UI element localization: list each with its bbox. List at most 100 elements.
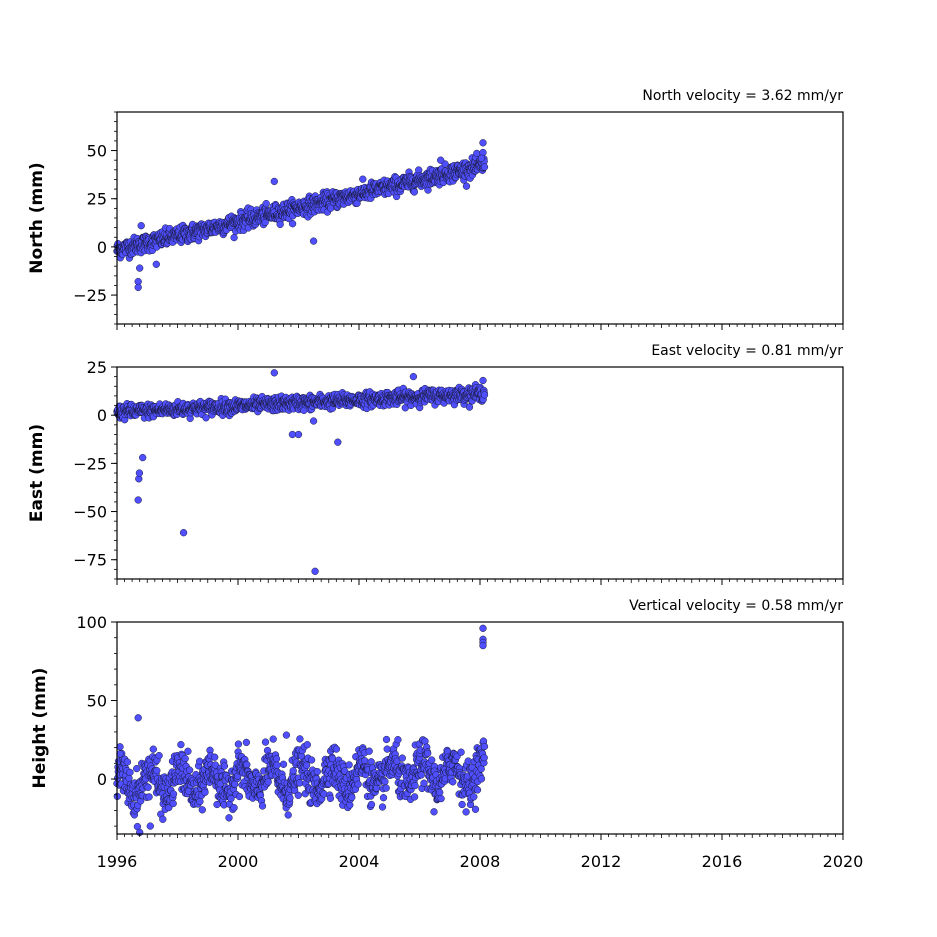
- east-outlier-point: [294, 430, 303, 439]
- north-data-point: [327, 204, 335, 212]
- height-data-point: [326, 794, 335, 803]
- east-outlier-point: [309, 417, 318, 425]
- north-outlier-point: [479, 139, 487, 147]
- height-data-point: [258, 802, 267, 810]
- height-y-tick-label: 0: [97, 770, 107, 789]
- height-data-point: [211, 753, 219, 761]
- height-y-tick-label: 50: [87, 692, 107, 711]
- height-outlier-point: [134, 714, 142, 722]
- north-data-point: [462, 182, 471, 190]
- height-data-point: [155, 751, 163, 760]
- height-data-point: [480, 742, 489, 751]
- east-outlier-point: [409, 372, 418, 381]
- height-data-point: [225, 814, 233, 822]
- height-data-point: [449, 778, 457, 786]
- height-data-point: [125, 774, 133, 782]
- height-data-point: [313, 767, 321, 776]
- height-data-point: [177, 740, 185, 749]
- height-data-point: [382, 784, 390, 792]
- height-data-point: [296, 735, 304, 743]
- x-tick-label: 2000: [218, 852, 259, 871]
- x-tick-label: 2020: [823, 852, 864, 871]
- height-data-point: [243, 760, 251, 769]
- north-y-axis-label: North (mm): [27, 162, 47, 273]
- height-data-point: [379, 794, 388, 802]
- height-data-point: [289, 767, 297, 775]
- north-outlier-point: [477, 154, 486, 162]
- x-tick-label: 1996: [97, 852, 138, 871]
- height-data-point: [383, 745, 391, 753]
- north-outlier-point: [152, 260, 160, 268]
- height-data-point: [295, 779, 304, 787]
- height-data-point: [284, 811, 292, 819]
- height-outlier-point: [479, 624, 487, 632]
- height-data-point: [378, 803, 387, 811]
- height-outlier-point: [116, 750, 124, 758]
- north-data-point: [288, 220, 297, 228]
- x-tick-label: 2004: [339, 852, 380, 871]
- height-data-point: [382, 735, 391, 744]
- height-data-point: [144, 783, 152, 791]
- north-outlier-point: [270, 177, 278, 186]
- east-data-point: [202, 414, 210, 422]
- east-y-tick-label: 0: [97, 406, 107, 425]
- east-outlier-point: [288, 430, 297, 439]
- height-data-point: [235, 792, 244, 801]
- height-data-point: [307, 756, 316, 764]
- height-data-point: [201, 788, 209, 796]
- height-data-point: [169, 790, 178, 798]
- height-data-point: [345, 761, 353, 769]
- height-data-point: [477, 775, 486, 783]
- x-tick-label: 2016: [702, 852, 743, 871]
- height-data-point: [185, 766, 194, 774]
- height-data-point: [230, 804, 238, 812]
- east-outlier-point: [134, 496, 142, 504]
- height-data-point: [428, 756, 436, 764]
- height-data-point: [181, 754, 189, 763]
- north-data-point: [262, 199, 270, 208]
- east-outlier-point: [334, 438, 342, 446]
- height-data-point: [398, 754, 406, 762]
- x-tick-label: 2008: [460, 852, 501, 871]
- height-data-point: [184, 747, 192, 755]
- north-data-point: [276, 220, 284, 229]
- height-data-point: [430, 808, 438, 816]
- height-data-point: [458, 800, 466, 809]
- north-outlier-point: [309, 237, 318, 245]
- height-data-point: [365, 747, 373, 755]
- north-y-tick-label: 0: [97, 238, 107, 257]
- north-outlier-point: [134, 283, 142, 292]
- height-data-point: [195, 757, 204, 765]
- north-panel: North velocity = 3.62 mm/yr North (mm) 5…: [27, 88, 844, 330]
- height-data-point: [417, 771, 425, 779]
- north-outlier-point: [437, 156, 445, 164]
- height-data-point: [272, 755, 281, 763]
- east-data-point: [465, 403, 474, 411]
- height-data-point: [367, 800, 376, 809]
- north-velocity-label: North velocity = 3.62 mm/yr: [642, 88, 843, 104]
- north-outlier-point: [137, 222, 145, 230]
- east-y-axis-label: East (mm): [27, 424, 47, 522]
- north-y-tick-label: 25: [87, 190, 107, 209]
- height-data-point: [123, 758, 132, 766]
- height-data-point: [367, 758, 375, 766]
- height-data-point: [361, 757, 369, 765]
- height-data-point: [354, 780, 362, 788]
- height-data-point: [159, 815, 167, 823]
- vertical-velocity-label: Vertical velocity = 0.58 mm/yr: [629, 598, 843, 614]
- height-data-point: [473, 786, 482, 794]
- height-data-point: [196, 797, 204, 806]
- height-data-point: [220, 762, 229, 770]
- east-outlier-point: [139, 453, 147, 462]
- height-data-point: [198, 806, 206, 814]
- height-data-point: [302, 761, 311, 769]
- north-outlier-point: [136, 264, 144, 272]
- height-data-point: [234, 740, 243, 748]
- height-outlier-point: [149, 745, 157, 753]
- height-y-tick-label: 100: [76, 613, 107, 632]
- height-data-point: [480, 754, 488, 762]
- east-outlier-point: [179, 529, 188, 537]
- height-data-point: [464, 757, 472, 765]
- x-tick-label: 2012: [581, 852, 622, 871]
